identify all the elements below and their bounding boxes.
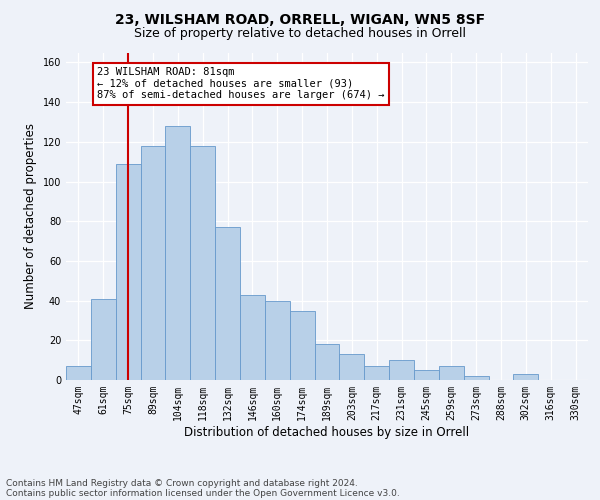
Bar [389,360,414,380]
Bar [314,344,340,380]
Y-axis label: Number of detached properties: Number of detached properties [24,123,37,309]
Bar [464,376,488,380]
X-axis label: Distribution of detached houses by size in Orrell: Distribution of detached houses by size … [184,426,470,438]
Bar [340,354,364,380]
Bar [91,298,116,380]
Bar [439,366,464,380]
Bar [215,227,240,380]
Bar [265,300,290,380]
Bar [240,294,265,380]
Text: Contains public sector information licensed under the Open Government Licence v3: Contains public sector information licen… [6,488,400,498]
Bar [514,374,538,380]
Bar [140,146,166,380]
Bar [364,366,389,380]
Text: 23, WILSHAM ROAD, ORRELL, WIGAN, WN5 8SF: 23, WILSHAM ROAD, ORRELL, WIGAN, WN5 8SF [115,12,485,26]
Bar [190,146,215,380]
Bar [290,310,314,380]
Text: 23 WILSHAM ROAD: 81sqm
← 12% of detached houses are smaller (93)
87% of semi-det: 23 WILSHAM ROAD: 81sqm ← 12% of detached… [97,67,385,100]
Bar [166,126,190,380]
Bar [414,370,439,380]
Text: Contains HM Land Registry data © Crown copyright and database right 2024.: Contains HM Land Registry data © Crown c… [6,478,358,488]
Text: Size of property relative to detached houses in Orrell: Size of property relative to detached ho… [134,28,466,40]
Bar [66,366,91,380]
Bar [116,164,140,380]
